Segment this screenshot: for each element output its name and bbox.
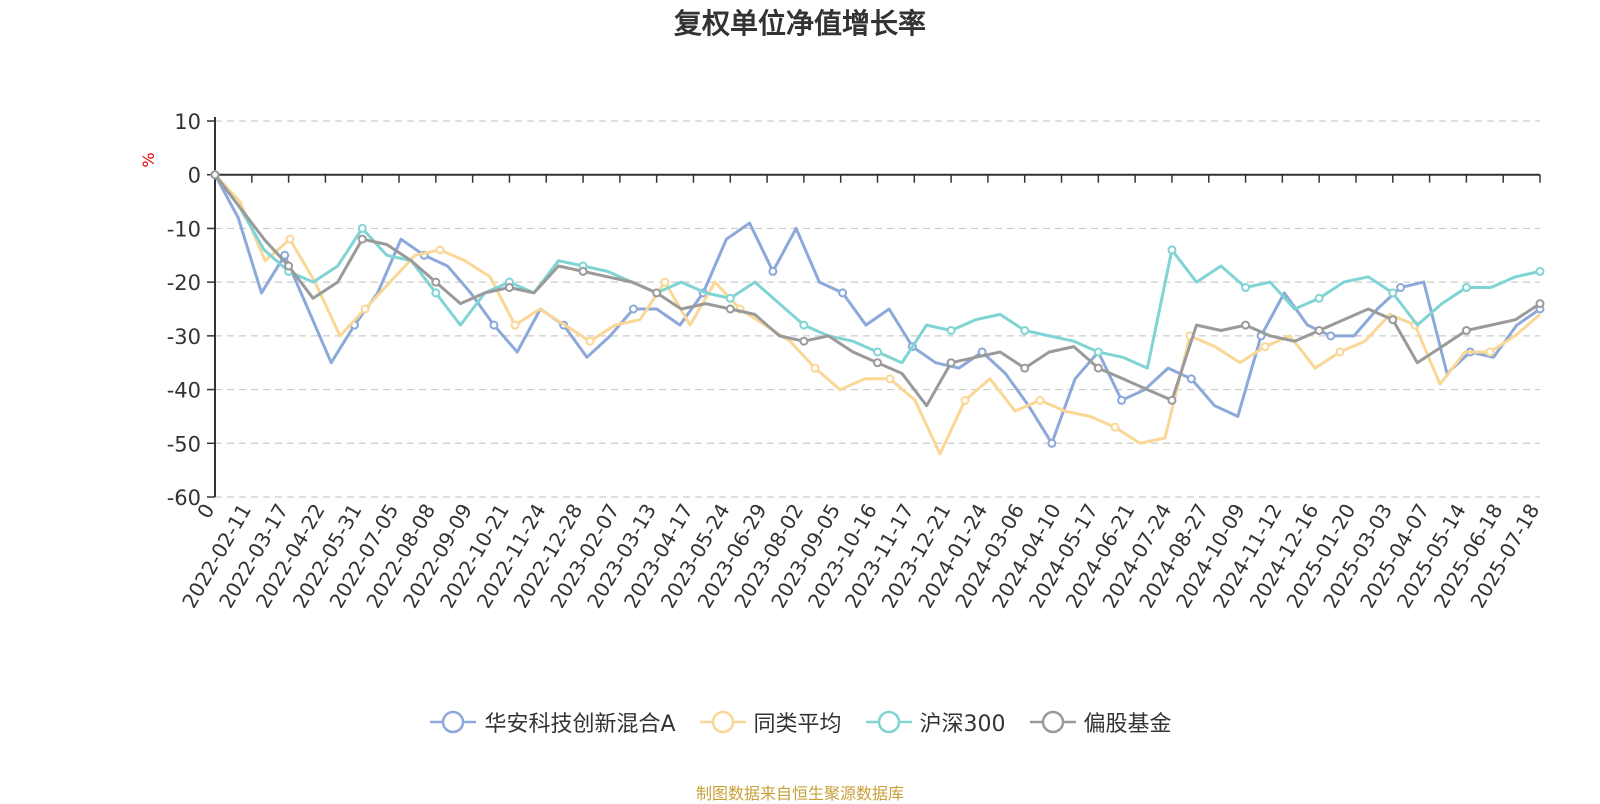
data-point <box>799 336 809 346</box>
data-point <box>1314 325 1324 335</box>
y-tick-label: -50 <box>167 432 201 456</box>
data-point <box>1167 245 1177 255</box>
data-point <box>725 304 735 314</box>
data-point <box>1241 320 1251 330</box>
data-point <box>660 277 670 287</box>
line-chart: 100-10-20-30-40-50-6002022-02-112022-03-… <box>139 110 1545 612</box>
data-point <box>284 261 294 271</box>
data-point <box>1326 331 1336 341</box>
data-point <box>489 320 499 330</box>
series-lines <box>210 170 1545 456</box>
x-tick-label: 0 <box>192 500 219 523</box>
chart-title: 复权单位净值增长率 <box>673 7 926 40</box>
data-point <box>799 320 809 330</box>
data-point <box>585 336 595 346</box>
legend-marker-icon <box>699 710 746 734</box>
y-tick-label: 0 <box>188 164 201 188</box>
data-point <box>578 266 588 276</box>
data-point <box>1020 325 1030 335</box>
data-point <box>280 250 290 260</box>
legend-label: 偏股基金 <box>1083 712 1172 737</box>
data-point <box>1047 438 1057 448</box>
data-point <box>1535 299 1545 309</box>
y-tick-label: -10 <box>167 217 201 241</box>
data-point <box>435 245 445 255</box>
data-point <box>1020 363 1030 373</box>
data-point <box>628 304 638 314</box>
y-tick-label: -60 <box>167 486 201 510</box>
data-point <box>357 223 367 233</box>
data-point <box>885 374 895 384</box>
y-tick-label: -30 <box>167 325 201 349</box>
series-line-1 <box>213 173 1541 456</box>
data-point <box>960 395 970 405</box>
legend-label: 沪深300 <box>919 712 1006 737</box>
legend-item[interactable]: 华安科技创新混合A <box>428 706 676 738</box>
series-line-0 <box>213 173 1541 445</box>
axes: 100-10-20-30-40-50-6002022-02-112022-03-… <box>167 110 1545 612</box>
data-point <box>1110 422 1120 432</box>
legend: 华安科技创新混合A 同类平均 沪深300 偏股基金 <box>0 706 1600 738</box>
data-point <box>768 266 778 276</box>
series-line-2 <box>213 173 1541 370</box>
data-point <box>652 288 662 298</box>
data-point <box>360 304 370 314</box>
data-point <box>1241 283 1251 293</box>
source-note: 制图数据来自恒生聚源数据库 <box>695 784 904 803</box>
data-point <box>1186 374 1196 384</box>
data-point <box>1396 283 1406 293</box>
data-point <box>431 277 441 287</box>
data-point <box>725 293 735 303</box>
y-axis-label: % <box>139 152 158 167</box>
data-point <box>1335 347 1345 357</box>
data-point <box>1388 315 1398 325</box>
data-point <box>1093 363 1103 373</box>
y-tick-label: -40 <box>167 379 201 403</box>
legend-item[interactable]: 偏股基金 <box>1028 706 1172 738</box>
legend-label: 华安科技创新混合A <box>484 712 676 737</box>
data-point <box>1035 395 1045 405</box>
legend-marker-icon <box>430 710 477 734</box>
legend-marker-icon <box>865 710 912 734</box>
legend-label: 同类平均 <box>753 712 842 737</box>
data-point <box>873 358 882 368</box>
data-point <box>1461 325 1471 335</box>
data-point <box>946 358 956 368</box>
legend-item[interactable]: 沪深300 <box>864 706 1006 738</box>
data-point <box>1093 347 1103 357</box>
legend-marker-icon <box>1029 710 1076 734</box>
data-point <box>1485 347 1495 357</box>
data-point <box>810 363 820 373</box>
data-point <box>1167 395 1177 405</box>
legend-item[interactable]: 同类平均 <box>698 706 842 738</box>
data-point <box>510 320 520 330</box>
data-point <box>1535 266 1545 276</box>
data-point <box>210 170 220 180</box>
data-point <box>1314 293 1324 303</box>
data-point <box>504 283 514 293</box>
data-point <box>1388 288 1398 298</box>
data-point <box>1117 395 1127 405</box>
data-point <box>285 234 295 244</box>
data-point <box>357 234 367 244</box>
data-point <box>946 325 956 335</box>
y-tick-label: 10 <box>174 110 201 134</box>
data-point <box>873 347 882 357</box>
data-point <box>1260 342 1270 352</box>
series-line-3 <box>213 173 1541 408</box>
data-point <box>1461 283 1471 293</box>
y-tick-label: -20 <box>167 271 201 295</box>
data-point <box>838 288 848 298</box>
data-point <box>431 288 441 298</box>
